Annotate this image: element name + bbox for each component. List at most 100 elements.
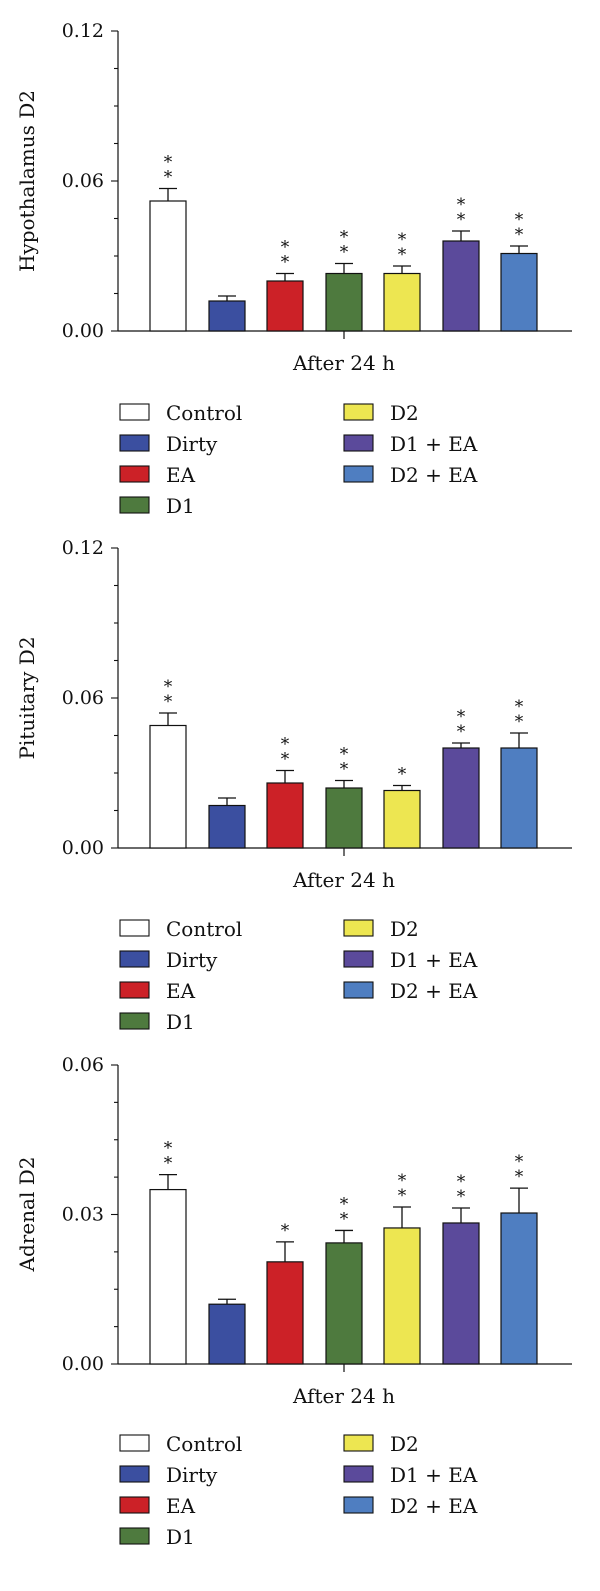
legend-swatch <box>343 981 374 999</box>
significance-star: * <box>164 1139 173 1159</box>
legend-label: D2 <box>390 1432 419 1456</box>
bar-ea <box>266 782 304 849</box>
legend-label: D1 + EA <box>390 1463 478 1487</box>
significance-star: * <box>515 697 524 717</box>
bar-control <box>149 724 187 849</box>
legend-label: Dirty <box>166 432 218 456</box>
y-axis-title: Adrenal D2 <box>15 1157 39 1273</box>
significance-star: * <box>515 210 524 230</box>
significance-star: * <box>515 1152 524 1172</box>
bar-d1 <box>325 1242 363 1365</box>
legend-swatch <box>343 950 374 968</box>
legend-label: Control <box>166 917 242 941</box>
legend-label: D1 <box>166 494 195 518</box>
significance-star: * <box>398 1186 407 1206</box>
bar-d1 <box>325 787 363 849</box>
legend-label: D2 + EA <box>390 463 478 487</box>
legend-label: D1 <box>166 1525 195 1549</box>
x-axis-label: After 24 h <box>292 1384 395 1408</box>
bar-d1-ea <box>442 1222 480 1365</box>
x-axis-label: After 24 h <box>292 351 395 375</box>
significance-star: * <box>515 1167 524 1187</box>
significance-star: * <box>281 238 290 258</box>
legend-label: Dirty <box>166 948 218 972</box>
legend-swatch <box>119 403 150 421</box>
y-tick-label: 0.06 <box>62 1054 104 1076</box>
legend-swatch <box>119 434 150 452</box>
significance-star: * <box>340 243 349 263</box>
significance-star: * <box>457 1187 466 1207</box>
bar-dirty <box>208 1303 246 1365</box>
bar-d2 <box>383 789 421 849</box>
y-tick-label: 0.12 <box>62 537 104 559</box>
bar-d2-ea <box>500 1212 538 1365</box>
bar-control <box>149 200 187 332</box>
significance-star: * <box>281 735 290 755</box>
significance-star: * <box>164 153 173 173</box>
legend-label: D1 + EA <box>390 432 478 456</box>
y-tick-label: 0.00 <box>62 320 104 342</box>
y-tick-label: 0.06 <box>62 687 104 709</box>
x-axis-label: After 24 h <box>292 868 395 892</box>
y-tick-label: 0.03 <box>62 1204 104 1226</box>
y-tick-label: 0.06 <box>62 170 104 192</box>
legend-swatch <box>343 465 374 483</box>
bar-ea <box>266 280 304 332</box>
legend-label: D1 + EA <box>390 948 478 972</box>
bar-d2-ea <box>500 747 538 849</box>
legend-label: Control <box>166 1432 242 1456</box>
significance-star: * <box>457 722 466 742</box>
legend-label: D1 <box>166 1010 195 1034</box>
legend-label: D2 <box>390 917 419 941</box>
legend-swatch <box>119 1527 150 1545</box>
legend-label: EA <box>166 463 196 487</box>
bar-control <box>149 1188 187 1365</box>
significance-star: * <box>515 712 524 732</box>
bar-d1-ea <box>442 240 480 332</box>
legend-label: EA <box>166 979 196 1003</box>
legend-swatch <box>119 465 150 483</box>
legend-swatch <box>119 1496 150 1514</box>
legend-label: Dirty <box>166 1463 218 1487</box>
bar-d1 <box>325 272 363 332</box>
bar-ea <box>266 1261 304 1365</box>
y-tick-label: 0.12 <box>62 20 104 42</box>
y-axis-title: Hypothalamus D2 <box>15 90 39 272</box>
bar-d2-ea <box>500 252 538 332</box>
significance-star: * <box>457 707 466 727</box>
legend-swatch <box>119 981 150 999</box>
significance-star: * <box>281 1221 290 1241</box>
significance-star: * <box>340 1194 349 1214</box>
legend-swatch <box>343 1496 374 1514</box>
legend-swatch <box>119 1434 150 1452</box>
legend-swatch <box>119 496 150 514</box>
legend-label: D2 + EA <box>390 1494 478 1518</box>
legend-swatch <box>119 1012 150 1030</box>
legend-swatch <box>119 950 150 968</box>
y-axis-title: Pituitary D2 <box>15 636 39 759</box>
significance-star: * <box>457 210 466 230</box>
bar-d2 <box>383 272 421 332</box>
bar-d1-ea <box>442 747 480 849</box>
legend-swatch <box>343 1465 374 1483</box>
legend-swatch <box>119 919 150 937</box>
legend-swatch <box>343 919 374 937</box>
significance-star: * <box>164 692 173 712</box>
legend-swatch <box>343 403 374 421</box>
bar-d2 <box>383 1227 421 1365</box>
y-tick-label: 0.00 <box>62 1353 104 1375</box>
significance-star: * <box>398 1171 407 1191</box>
significance-star: * <box>340 228 349 248</box>
significance-star: * <box>457 1172 466 1192</box>
significance-star: * <box>398 765 407 785</box>
y-tick-label: 0.00 <box>62 837 104 859</box>
significance-star: * <box>164 1154 173 1174</box>
legend-label: D2 <box>390 401 419 425</box>
significance-star: * <box>164 677 173 697</box>
significance-star: * <box>398 245 407 265</box>
legend-swatch <box>119 1465 150 1483</box>
significance-star: * <box>281 253 290 273</box>
significance-star: * <box>340 760 349 780</box>
legend-label: EA <box>166 1494 196 1518</box>
